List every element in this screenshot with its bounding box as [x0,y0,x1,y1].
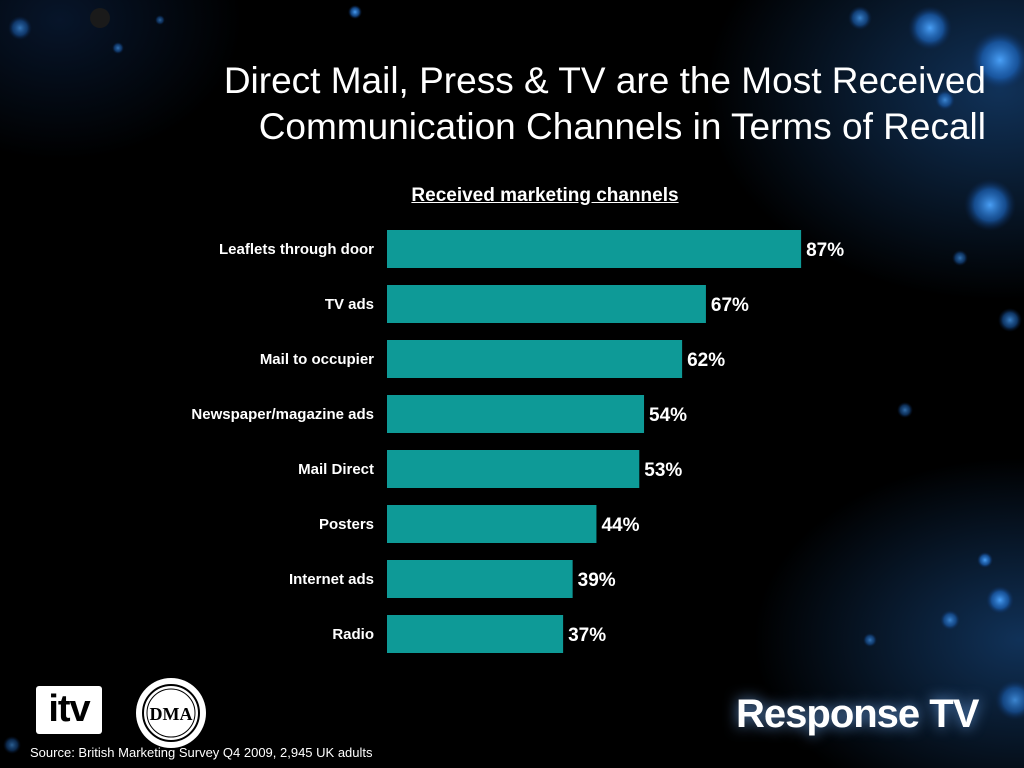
category-label-5: Posters [319,516,374,533]
bar-6 [387,560,573,598]
value-label-2: 62% [687,350,725,371]
value-label-5: 44% [601,515,639,536]
value-label-7: 37% [568,625,606,646]
category-label-1: TV ads [325,296,374,313]
chart-title: Received marketing channels [411,185,679,206]
response-tv-logo: Response TV [736,692,979,736]
bar-5 [387,505,597,543]
dma-logo-text: DMA [150,704,193,724]
category-label-4: Mail Direct [298,461,374,478]
bar-3 [387,395,645,433]
dma-logo: DMA [136,678,206,748]
itv-logo-text: itv [48,688,90,730]
category-label-3: Newspaper/magazine ads [191,406,374,423]
source-note: Source: British Marketing Survey Q4 2009… [30,745,373,760]
value-label-4: 53% [644,460,682,481]
bar-0 [387,230,802,268]
bar-7 [387,615,564,653]
bar-1 [387,285,706,323]
bar-4 [387,450,640,488]
value-label-1: 67% [711,295,749,316]
value-label-0: 87% [806,240,844,261]
bar-2 [387,340,683,378]
itv-logo: itv [36,686,102,734]
value-label-6: 39% [578,570,616,591]
slide-title: Direct Mail, Press & TV are the Most Rec… [223,60,986,147]
category-label-0: Leaflets through door [219,241,374,258]
category-label-2: Mail to occupier [260,351,374,368]
category-label-7: Radio [332,626,374,643]
value-label-3: 54% [649,405,687,426]
category-label-6: Internet ads [289,571,374,588]
